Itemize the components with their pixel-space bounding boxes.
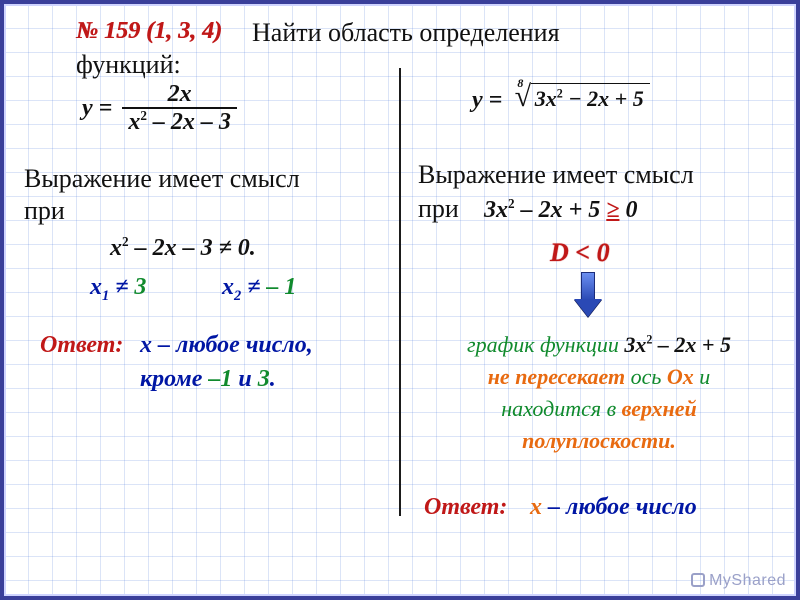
graph-line4: полуплоскости. xyxy=(410,426,788,456)
left-answer-label: Ответ: xyxy=(40,332,123,359)
watermark: MyShared xyxy=(691,572,786,590)
discriminant: D < 0 xyxy=(550,238,610,268)
arrow-down-icon xyxy=(574,272,602,320)
right-inequality: 3x2 – 2x + 5 ≥ 0 xyxy=(484,196,637,224)
numerator: 2x xyxy=(122,82,237,107)
radical: 8 √ 3x2 − 2x + 5 xyxy=(514,82,649,113)
left-has-sense: Выражение имеет смысл xyxy=(24,164,300,194)
right-answer-label: Ответ: xyxy=(424,494,507,521)
slide-page: № 159 (1, 3, 4) Найти область определени… xyxy=(0,0,800,600)
right-answer: x – любое число xyxy=(530,494,697,521)
prompt-line1: Найти область определения xyxy=(252,18,560,48)
denominator: x2 – 2x – 3 xyxy=(122,107,237,135)
root-index: 8 xyxy=(517,76,523,91)
content-area: № 159 (1, 3, 4) Найти область определени… xyxy=(4,4,796,596)
column-divider xyxy=(399,68,401,516)
root-1: x1 ≠ 3 xyxy=(90,274,146,305)
left-answer-line2: кроме –1 и 3. xyxy=(140,366,276,393)
radicand: 3x2 − 2x + 5 xyxy=(531,83,650,112)
right-has-sense: Выражение имеет смысл xyxy=(418,160,694,190)
root-2: x2 ≠ – 1 xyxy=(222,274,296,305)
prompt-line2: функций: xyxy=(76,50,181,80)
left-equation: y = 2x x2 – 2x – 3 xyxy=(82,82,237,135)
graph-line2: не пересекает ось Ox и xyxy=(410,362,788,392)
graph-line3: находится в верхней xyxy=(410,394,788,424)
left-condition: x2 – 2x – 3 ≠ 0. xyxy=(110,234,256,262)
y-equals: y = xyxy=(82,95,118,122)
left-at: при xyxy=(24,196,65,226)
right-equation: y = 8 √ 3x2 − 2x + 5 xyxy=(472,82,650,114)
graph-line1: график функции 3x2 – 2x + 5 xyxy=(410,330,788,360)
left-answer-line1: x – любое число, xyxy=(140,332,313,359)
task-number: № 159 (1, 3, 4) xyxy=(76,18,222,45)
right-at: при xyxy=(418,194,459,224)
fraction: 2x x2 – 2x – 3 xyxy=(122,82,237,135)
